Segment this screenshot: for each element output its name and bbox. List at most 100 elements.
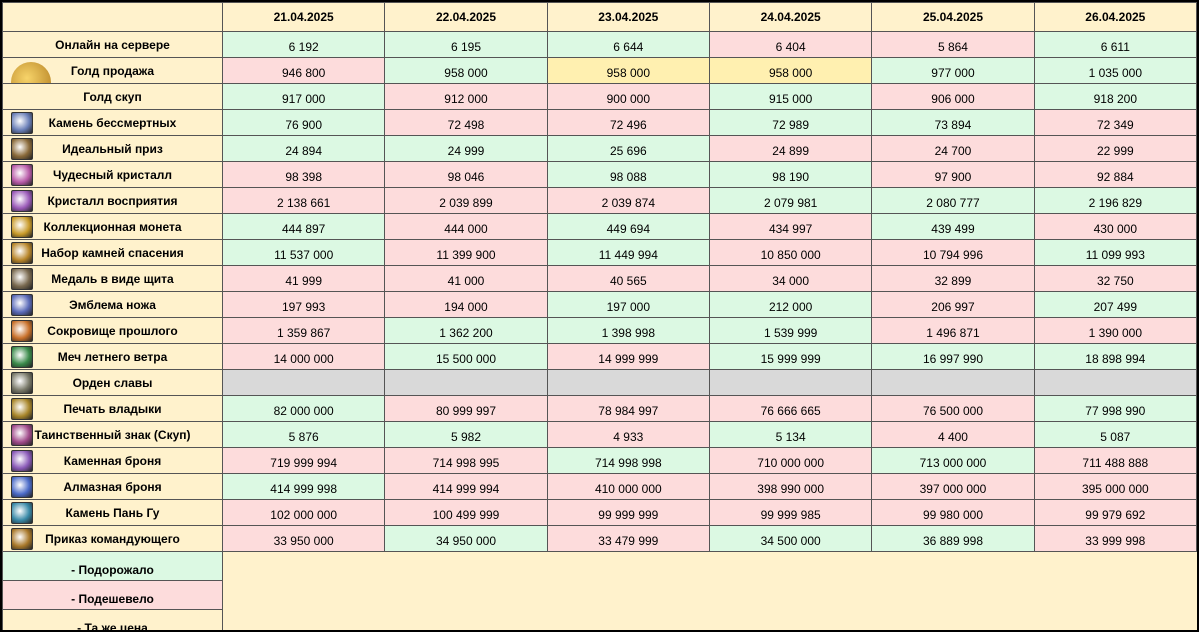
price-cell: 72 496 — [546, 109, 710, 136]
price-cell: 197 000 — [546, 291, 710, 318]
price-cell: 82 000 000 — [221, 395, 386, 422]
item-row: Идеальный приз 24 894 24 999 25 696 24 899 24… — [2, 135, 1197, 162]
gold-icon — [11, 62, 51, 83]
price-cell: 906 000 — [871, 83, 1035, 110]
item-label: Чудесный кристалл — [2, 161, 223, 188]
price-cell: 32 899 — [871, 265, 1035, 292]
price-cell: 434 997 — [708, 213, 873, 240]
price-cell: 414 999 998 — [221, 473, 386, 500]
item-icon — [11, 138, 33, 160]
item-name: Набор камней спасения — [41, 245, 184, 260]
item-icon — [11, 190, 33, 212]
price-cell — [871, 369, 1035, 396]
price-cell — [1033, 369, 1197, 396]
price-cell — [546, 369, 710, 396]
price-cell: 212 000 — [708, 291, 873, 318]
item-name: Идеальный приз — [62, 141, 163, 156]
item-name: Алмазная броня — [63, 479, 162, 494]
item-label: Приказ командующего — [2, 525, 223, 552]
price-cell: 40 565 — [546, 265, 710, 292]
price-cell: 98 088 — [546, 161, 710, 188]
price-cell: 72 349 — [1033, 109, 1197, 136]
price-cell: 710 000 000 — [708, 447, 873, 474]
price-cell: 946 800 — [221, 57, 386, 84]
item-name: Меч летнего ветра — [57, 349, 168, 364]
price-cell: 1 539 999 — [708, 317, 873, 344]
item-name: Онлайн на сервере — [55, 37, 170, 52]
price-cell: 398 990 000 — [708, 473, 873, 500]
item-row: Меч летнего ветра 14 000 000 15 500 000 14 … — [2, 343, 1197, 370]
item-name: Печать владыки — [63, 401, 162, 416]
date-header: 22.04.2025 — [384, 2, 548, 32]
price-cell: 1 398 998 — [546, 317, 710, 344]
price-cell: 16 997 990 — [871, 343, 1035, 370]
item-icon — [11, 164, 33, 186]
item-name: Приказ командующего — [45, 531, 180, 546]
item-label: Камень бессмертных — [2, 109, 223, 136]
price-cell: 76 900 — [221, 109, 386, 136]
price-cell: 5 864 — [871, 31, 1035, 58]
price-cell: 711 488 888 — [1033, 447, 1197, 474]
item-label: Голд скуп — [2, 83, 223, 110]
legend-row: - Та же цена — [2, 609, 1197, 630]
item-icon — [11, 476, 33, 498]
legend-item: - Та же цена — [2, 609, 223, 630]
price-cell: 194 000 — [384, 291, 548, 318]
item-label: Голд продажа — [2, 57, 223, 84]
item-name: Коллекционная монета — [43, 219, 182, 234]
price-cell: 80 999 997 — [384, 395, 548, 422]
item-row: Коллекционная монета 444 897 444 000 449 69… — [2, 213, 1197, 240]
price-cell: 4 400 — [871, 421, 1035, 448]
date-header: 24.04.2025 — [708, 2, 873, 32]
item-label: Печать владыки — [2, 395, 223, 422]
item-row: Голд продажа 946 800 958 000 958 000 958 000… — [2, 57, 1197, 84]
price-cell: 99 999 985 — [708, 499, 873, 526]
item-name: Камень бессмертных — [48, 115, 177, 130]
price-cell: 24 899 — [708, 135, 873, 162]
price-cell: 41 999 — [221, 265, 386, 292]
item-icon — [11, 242, 33, 264]
item-row: Голд скуп 917 000 912 000 900 000 915 000 906… — [2, 83, 1197, 110]
price-cell: 5 087 — [1033, 421, 1197, 448]
item-row: Камень бессмертных 76 900 72 498 72 496 72 9… — [2, 109, 1197, 136]
item-label: Онлайн на сервере — [2, 31, 223, 58]
price-cell: 32 750 — [1033, 265, 1197, 292]
price-cell: 36 889 998 — [871, 525, 1035, 552]
price-cell: 10 850 000 — [708, 239, 873, 266]
price-cell: 15 500 000 — [384, 343, 548, 370]
price-cell: 1 496 871 — [871, 317, 1035, 344]
item-label: Каменная броня — [2, 447, 223, 474]
price-cell: 719 999 994 — [221, 447, 386, 474]
item-label: Идеальный приз — [2, 135, 223, 162]
item-name: Голд скуп — [83, 89, 142, 104]
item-name: Таинственный знак (Скуп) — [34, 427, 191, 442]
price-cell: 33 950 000 — [221, 525, 386, 552]
item-row: Кристалл восприятия 2 138 661 2 039 899 2 0… — [2, 187, 1197, 214]
price-cell: 24 999 — [384, 135, 548, 162]
legend-filler — [222, 551, 1197, 630]
price-cell: 430 000 — [1033, 213, 1197, 240]
price-cell: 206 997 — [871, 291, 1035, 318]
item-icon — [11, 112, 33, 134]
date-header: 23.04.2025 — [546, 2, 710, 32]
price-cell: 10 794 996 — [871, 239, 1035, 266]
price-cell: 14 000 000 — [221, 343, 386, 370]
price-cell: 77 998 990 — [1033, 395, 1197, 422]
price-cell: 11 537 000 — [221, 239, 386, 266]
item-label: Коллекционная монета — [2, 213, 223, 240]
date-header: 21.04.2025 — [221, 2, 386, 32]
item-icon — [11, 424, 33, 446]
price-cell: 33 999 998 — [1033, 525, 1197, 552]
price-cell — [708, 369, 873, 396]
price-cell: 900 000 — [546, 83, 710, 110]
item-row: Алмазная броня 414 999 998 414 999 994 410 … — [2, 473, 1197, 500]
item-row: Медаль в виде щита 41 999 41 000 40 565 34 0… — [2, 265, 1197, 292]
legend-item: - Подорожало — [2, 551, 223, 581]
price-cell: 1 035 000 — [1033, 57, 1197, 84]
item-name: Голд продажа — [70, 63, 155, 78]
price-cell: 197 993 — [221, 291, 386, 318]
price-cell: 395 000 000 — [1033, 473, 1197, 500]
price-cell: 99 980 000 — [871, 499, 1035, 526]
price-cell: 33 479 999 — [546, 525, 710, 552]
